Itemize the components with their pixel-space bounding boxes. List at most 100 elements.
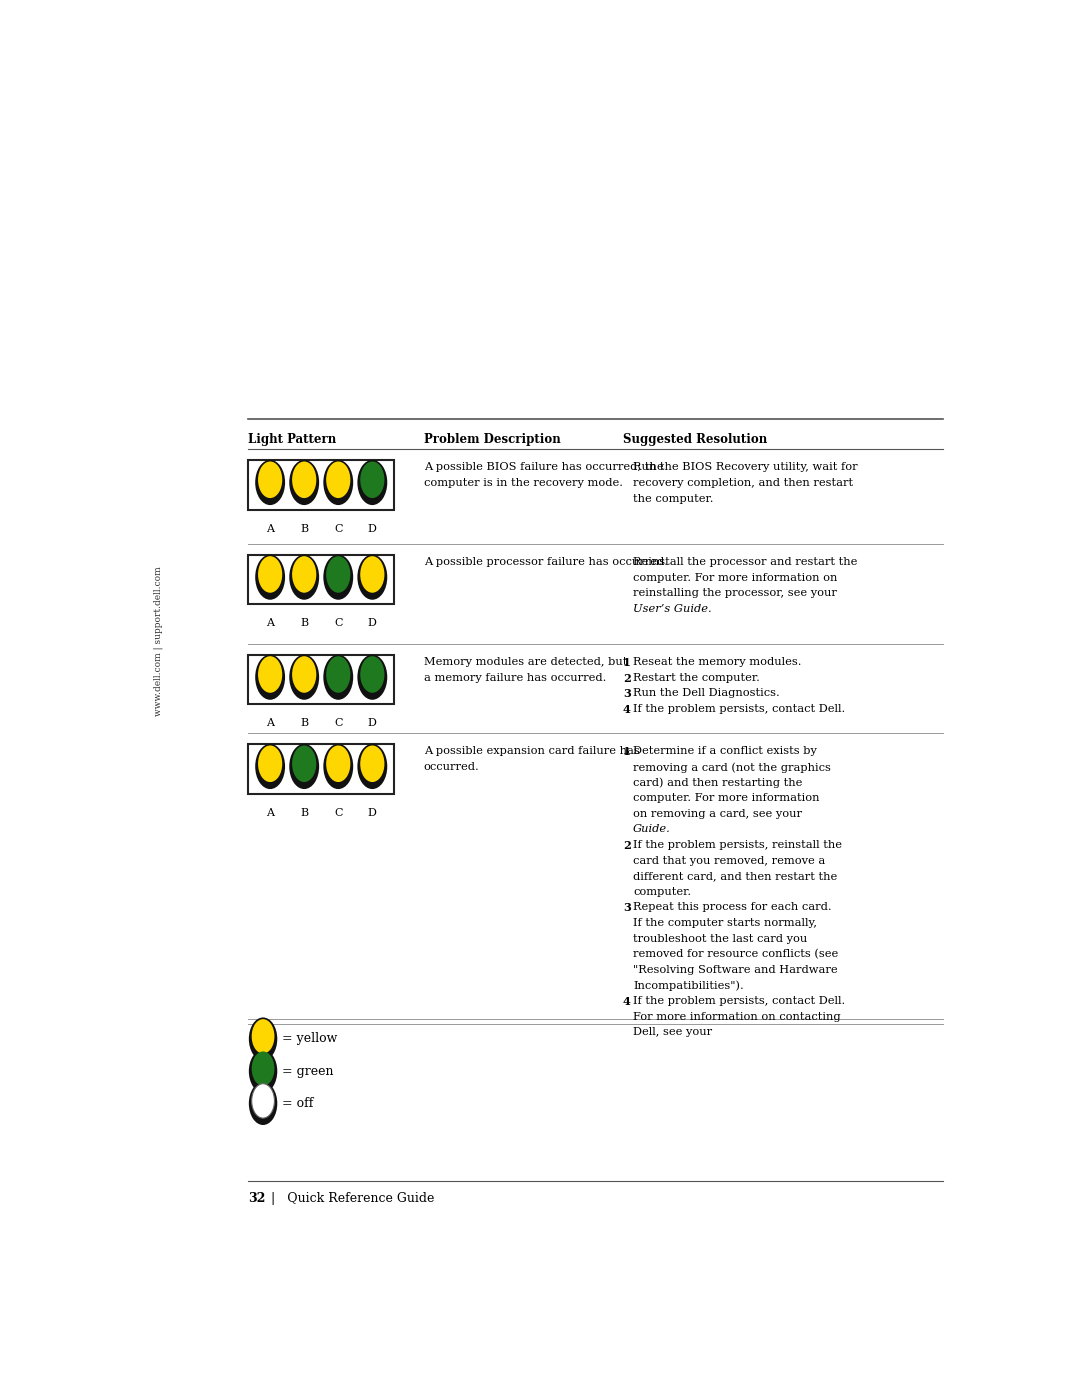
Text: Run the BIOS Recovery utility, wait for: Run the BIOS Recovery utility, wait for — [633, 462, 858, 472]
Text: the computer.: the computer. — [633, 493, 714, 503]
Text: If the problem persists, reinstall the: If the problem persists, reinstall the — [633, 840, 842, 849]
Ellipse shape — [258, 556, 282, 592]
Text: "Resolving Software and Hardware: "Resolving Software and Hardware — [633, 965, 838, 975]
Text: D: D — [368, 807, 377, 817]
Ellipse shape — [357, 555, 388, 599]
Text: User’s Guide.: User’s Guide. — [633, 604, 712, 613]
Text: |   Quick Reference Guide: | Quick Reference Guide — [271, 1192, 435, 1204]
Ellipse shape — [248, 1081, 278, 1125]
Ellipse shape — [255, 555, 285, 599]
Text: If the computer starts normally,: If the computer starts normally, — [633, 918, 816, 928]
Text: D: D — [368, 524, 377, 534]
Text: Restart the computer.: Restart the computer. — [633, 673, 760, 683]
Ellipse shape — [255, 460, 285, 506]
Ellipse shape — [361, 556, 384, 592]
Text: www.dell.com | support.dell.com: www.dell.com | support.dell.com — [153, 566, 163, 715]
FancyBboxPatch shape — [248, 555, 394, 605]
Text: A: A — [266, 524, 274, 534]
Ellipse shape — [252, 1084, 274, 1118]
Text: on removing a card, see your: on removing a card, see your — [633, 809, 806, 819]
FancyBboxPatch shape — [248, 745, 394, 793]
Ellipse shape — [289, 460, 320, 506]
Text: 1: 1 — [623, 657, 631, 668]
Text: Dell, see your: Dell, see your — [633, 1027, 716, 1037]
Ellipse shape — [252, 1020, 274, 1053]
Text: Suggested Resolution: Suggested Resolution — [623, 433, 767, 446]
Text: = yellow: = yellow — [282, 1032, 338, 1045]
Text: removed for resource conflicts (see: removed for resource conflicts (see — [633, 949, 838, 960]
FancyBboxPatch shape — [248, 460, 394, 510]
Ellipse shape — [292, 556, 316, 592]
Ellipse shape — [361, 657, 384, 693]
Ellipse shape — [326, 657, 350, 693]
Text: B: B — [300, 524, 308, 534]
Text: 1: 1 — [623, 746, 631, 757]
Text: a memory failure has occurred.: a memory failure has occurred. — [423, 673, 606, 683]
Text: computer. For more information on: computer. For more information on — [633, 573, 837, 583]
Text: A possible processor failure has occurred.: A possible processor failure has occurre… — [423, 557, 667, 567]
Text: If the problem persists, contact Dell.: If the problem persists, contact Dell. — [633, 704, 846, 714]
Text: Run the Dell Diagnostics.: Run the Dell Diagnostics. — [633, 689, 780, 698]
Text: C: C — [334, 619, 342, 629]
Text: A: A — [266, 619, 274, 629]
Text: 2: 2 — [623, 840, 631, 851]
Text: recovery completion, and then restart: recovery completion, and then restart — [633, 478, 853, 488]
Text: A: A — [266, 718, 274, 728]
Text: removing a card (not the graphics: removing a card (not the graphics — [633, 761, 831, 773]
Ellipse shape — [289, 555, 320, 599]
Text: Repeat this process for each card.: Repeat this process for each card. — [633, 902, 832, 912]
Text: 32: 32 — [248, 1192, 266, 1204]
Text: C: C — [334, 718, 342, 728]
Text: Problem Description: Problem Description — [423, 433, 561, 446]
Ellipse shape — [248, 1017, 278, 1060]
Ellipse shape — [323, 743, 353, 789]
Ellipse shape — [258, 746, 282, 782]
Ellipse shape — [292, 461, 316, 499]
Text: different card, and then restart the: different card, and then restart the — [633, 872, 837, 882]
Ellipse shape — [361, 746, 384, 782]
Text: Determine if a conflict exists by: Determine if a conflict exists by — [633, 746, 816, 756]
Text: computer is in the recovery mode.: computer is in the recovery mode. — [423, 478, 623, 488]
Text: troubleshoot the last card you: troubleshoot the last card you — [633, 933, 807, 943]
Text: computer. For more information: computer. For more information — [633, 793, 820, 803]
Text: computer.: computer. — [633, 887, 691, 897]
Ellipse shape — [326, 461, 350, 499]
Text: Memory modules are detected, but: Memory modules are detected, but — [423, 657, 627, 668]
FancyBboxPatch shape — [248, 655, 394, 704]
Ellipse shape — [289, 655, 320, 700]
Ellipse shape — [255, 743, 285, 789]
Text: = green: = green — [282, 1065, 334, 1077]
Ellipse shape — [248, 1049, 278, 1092]
Text: Reinstall the processor and restart the: Reinstall the processor and restart the — [633, 557, 858, 567]
Ellipse shape — [326, 746, 350, 782]
Text: reinstalling the processor, see your: reinstalling the processor, see your — [633, 588, 837, 598]
Ellipse shape — [292, 746, 316, 782]
Ellipse shape — [258, 461, 282, 499]
Ellipse shape — [323, 655, 353, 700]
Ellipse shape — [323, 555, 353, 599]
Text: = off: = off — [282, 1097, 313, 1111]
Text: C: C — [334, 807, 342, 817]
Text: A: A — [266, 807, 274, 817]
Text: card) and then restarting the: card) and then restarting the — [633, 778, 802, 788]
Text: 4: 4 — [623, 996, 631, 1007]
Text: For more information on contacting: For more information on contacting — [633, 1011, 840, 1021]
Text: B: B — [300, 619, 308, 629]
Text: 3: 3 — [623, 902, 631, 914]
Text: Reseat the memory modules.: Reseat the memory modules. — [633, 657, 801, 668]
Ellipse shape — [357, 655, 388, 700]
Text: A possible BIOS failure has occurred; the: A possible BIOS failure has occurred; th… — [423, 462, 663, 472]
Ellipse shape — [326, 556, 350, 592]
Text: C: C — [334, 524, 342, 534]
Ellipse shape — [357, 743, 388, 789]
Text: D: D — [368, 718, 377, 728]
Text: Incompatibilities").: Incompatibilities"). — [633, 981, 744, 990]
Text: 3: 3 — [623, 689, 631, 700]
Text: D: D — [368, 619, 377, 629]
Text: A possible expansion card failure has: A possible expansion card failure has — [423, 746, 639, 756]
Text: B: B — [300, 718, 308, 728]
Ellipse shape — [289, 743, 320, 789]
Text: B: B — [300, 807, 308, 817]
Text: card that you removed, remove a: card that you removed, remove a — [633, 855, 825, 866]
Ellipse shape — [357, 460, 388, 506]
